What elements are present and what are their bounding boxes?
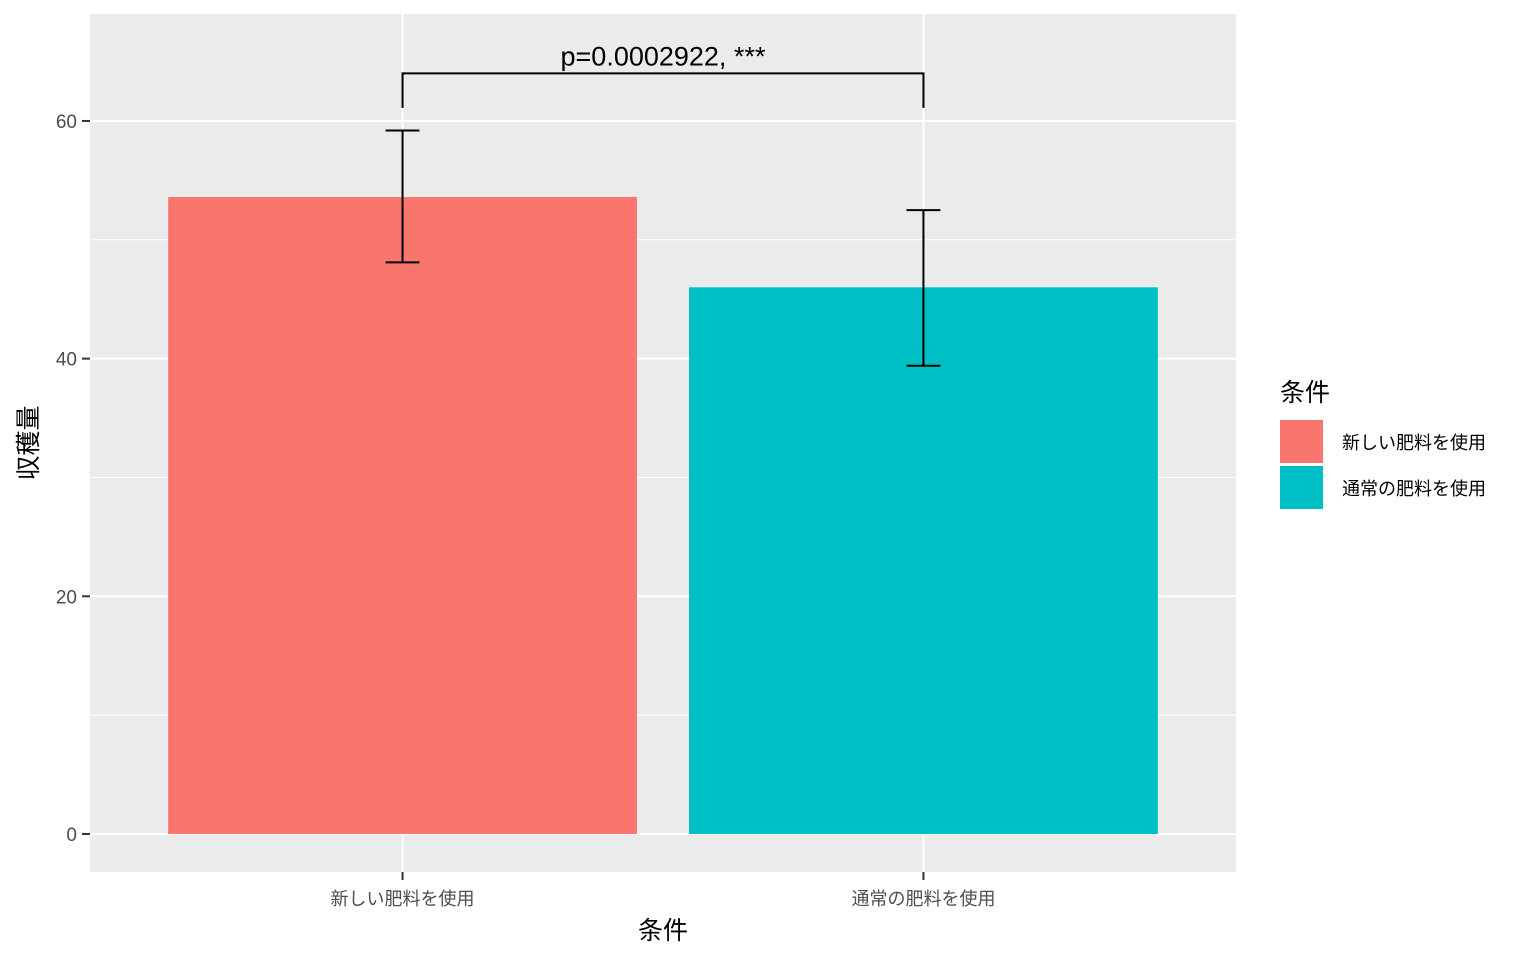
bracket-line (401, 72, 925, 108)
error-bars (385, 129, 941, 367)
bar (689, 287, 1158, 834)
significance-bracket (401, 72, 925, 108)
x-tick-label: 通常の肥料を使用 (851, 889, 995, 910)
y-tick-label: 60 (56, 112, 77, 133)
significance-label: p=0.0002922, *** (561, 41, 766, 71)
legend-key (1280, 420, 1323, 463)
x-tick-label: 新しい肥料を使用 (331, 889, 475, 910)
legend-key (1280, 466, 1323, 509)
y-tick-label: 0 (66, 825, 77, 846)
legend-title: 条件 (1280, 378, 1330, 407)
y-axis: 0 20 40 60 (56, 112, 90, 846)
legend-label: 通常の肥料を使用 (1342, 479, 1486, 500)
bar (168, 197, 637, 834)
legend-label: 新しい肥料を使用 (1342, 433, 1486, 454)
y-tick-label: 40 (56, 350, 77, 371)
x-axis-title: 条件 (638, 916, 688, 945)
y-tick-label: 20 (56, 587, 77, 608)
x-axis: 新しい肥料を使用 通常の肥料を使用 (331, 872, 995, 910)
bars (168, 197, 1158, 834)
y-axis-title: 収穫量 (14, 405, 43, 480)
